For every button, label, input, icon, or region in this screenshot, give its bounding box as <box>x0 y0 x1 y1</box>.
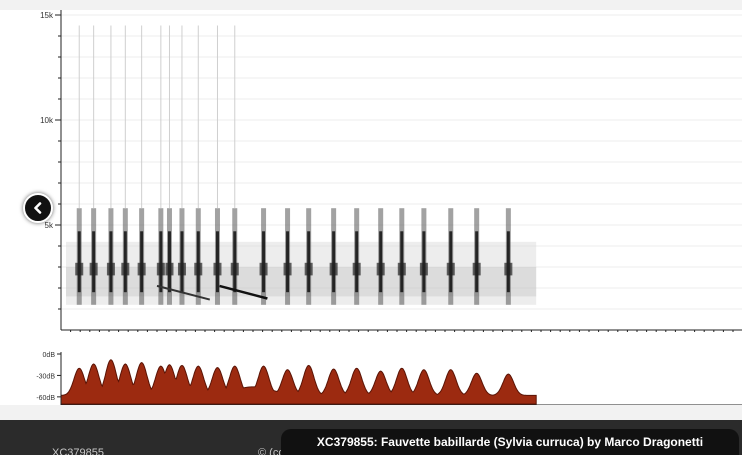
waveform-envelope <box>60 359 537 405</box>
spectrogram: 15k10k5k1s2s3s4s5s6s7s <box>40 10 742 332</box>
syllable-energy <box>446 262 455 276</box>
y-tick-label: 10k <box>40 116 54 125</box>
spectrogram-grid <box>61 14 742 310</box>
syllable-energy <box>329 262 338 276</box>
syllable-mark <box>259 208 268 305</box>
syllable-core <box>332 231 336 293</box>
syllable-core <box>123 231 127 293</box>
syllable-core <box>159 231 163 293</box>
syllable-core <box>77 231 81 293</box>
syllable-mark <box>106 25 115 305</box>
syllable-mark <box>352 208 361 305</box>
syllable-mark <box>156 25 165 305</box>
syllable-core <box>475 231 479 293</box>
syllable-energy <box>504 262 513 276</box>
y-tick-label: 5k <box>45 221 54 230</box>
syllable-core <box>506 231 510 293</box>
db-tick-label: -60dB <box>36 395 55 402</box>
syllable-core <box>286 231 290 293</box>
y-tick-label: 15k <box>40 11 54 20</box>
syllable-energy <box>283 262 292 276</box>
syllable-mark <box>376 208 385 305</box>
db-tick-label: -30dB <box>36 373 55 380</box>
bottom-strip <box>0 405 742 420</box>
syllable-energy <box>304 262 313 276</box>
syllable-energy <box>472 262 481 276</box>
back-button[interactable] <box>23 193 53 223</box>
syllable-mark <box>283 208 292 305</box>
syllable-mark <box>75 25 84 305</box>
syllable-energy <box>177 262 186 276</box>
noise-band-core <box>66 267 537 297</box>
footer-catalog-link[interactable]: XC379855 <box>52 447 104 455</box>
syllable-mark <box>304 208 313 305</box>
syllable-mark <box>397 208 406 305</box>
syllable-mark <box>89 25 98 305</box>
syllable-energy <box>89 262 98 276</box>
syllable-core <box>215 231 219 293</box>
syllable-energy <box>194 262 203 276</box>
db-tick-label: 0dB <box>43 352 56 359</box>
syllable-core <box>92 231 96 293</box>
syllable-mark <box>165 25 174 305</box>
syllable-mark <box>137 25 146 305</box>
syllable-core <box>355 231 359 293</box>
top-bar <box>0 0 742 10</box>
syllable-energy <box>156 262 165 276</box>
syllable-mark <box>194 25 203 305</box>
syllable-energy <box>352 262 361 276</box>
syllable-core <box>109 231 113 293</box>
descending-trill <box>219 284 268 300</box>
syllable-mark <box>472 208 481 305</box>
syllable-core <box>379 231 383 293</box>
syllable-energy <box>419 262 428 276</box>
syllable-core <box>262 231 266 293</box>
syllable-energy <box>106 262 115 276</box>
syllable-energy <box>75 262 84 276</box>
syllable-core <box>422 231 426 293</box>
chevron-left-icon <box>34 202 42 214</box>
syllables <box>75 25 513 305</box>
syllable-mark <box>419 208 428 305</box>
syllable-core <box>400 231 404 293</box>
syllable-mark <box>213 25 222 305</box>
syllable-mark <box>446 208 455 305</box>
syllable-core <box>140 231 144 293</box>
syllable-mark <box>177 25 186 305</box>
syllable-mark <box>230 25 239 305</box>
syllable-energy <box>230 262 239 276</box>
syllable-energy <box>397 262 406 276</box>
syllable-core <box>233 231 237 293</box>
recording-caption: XC379855: Fauvette babillarde (Sylvia cu… <box>281 429 739 455</box>
syllable-core <box>307 231 311 293</box>
syllable-energy <box>137 262 146 276</box>
syllable-core <box>449 231 453 293</box>
syllable-core <box>167 231 171 293</box>
syllable-core <box>180 231 184 293</box>
syllable-core <box>196 231 200 293</box>
syllable-mark <box>504 208 513 305</box>
syllable-energy <box>259 262 268 276</box>
syllable-energy <box>376 262 385 276</box>
trill-fragment <box>156 284 211 301</box>
footer-license[interactable]: © (cc) <box>258 447 288 455</box>
syllable-mark <box>329 208 338 305</box>
syllable-energy <box>121 262 130 276</box>
syllable-energy <box>165 262 174 276</box>
syllable-mark <box>121 25 130 305</box>
syllable-energy <box>213 262 222 276</box>
